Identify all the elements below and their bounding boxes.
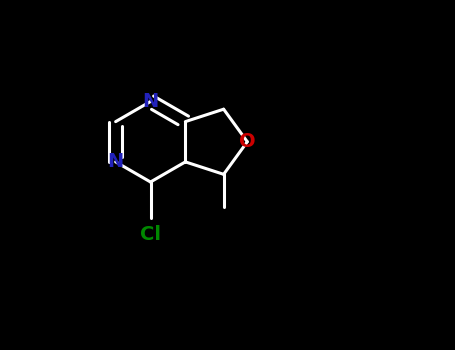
Text: Cl: Cl [140, 225, 161, 244]
Text: O: O [239, 132, 256, 151]
Text: N: N [107, 152, 124, 172]
Text: N: N [142, 92, 159, 111]
